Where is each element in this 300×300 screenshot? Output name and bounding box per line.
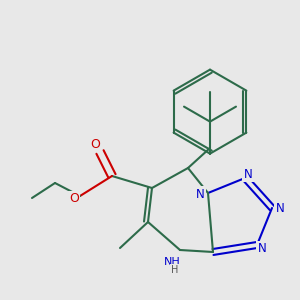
Text: O: O [69,193,79,206]
Text: N: N [276,202,284,214]
Text: O: O [90,137,100,151]
Text: N: N [244,167,252,181]
Text: N: N [196,188,204,200]
Text: NH: NH [164,257,180,267]
Text: H: H [171,265,179,275]
Text: N: N [258,242,266,256]
